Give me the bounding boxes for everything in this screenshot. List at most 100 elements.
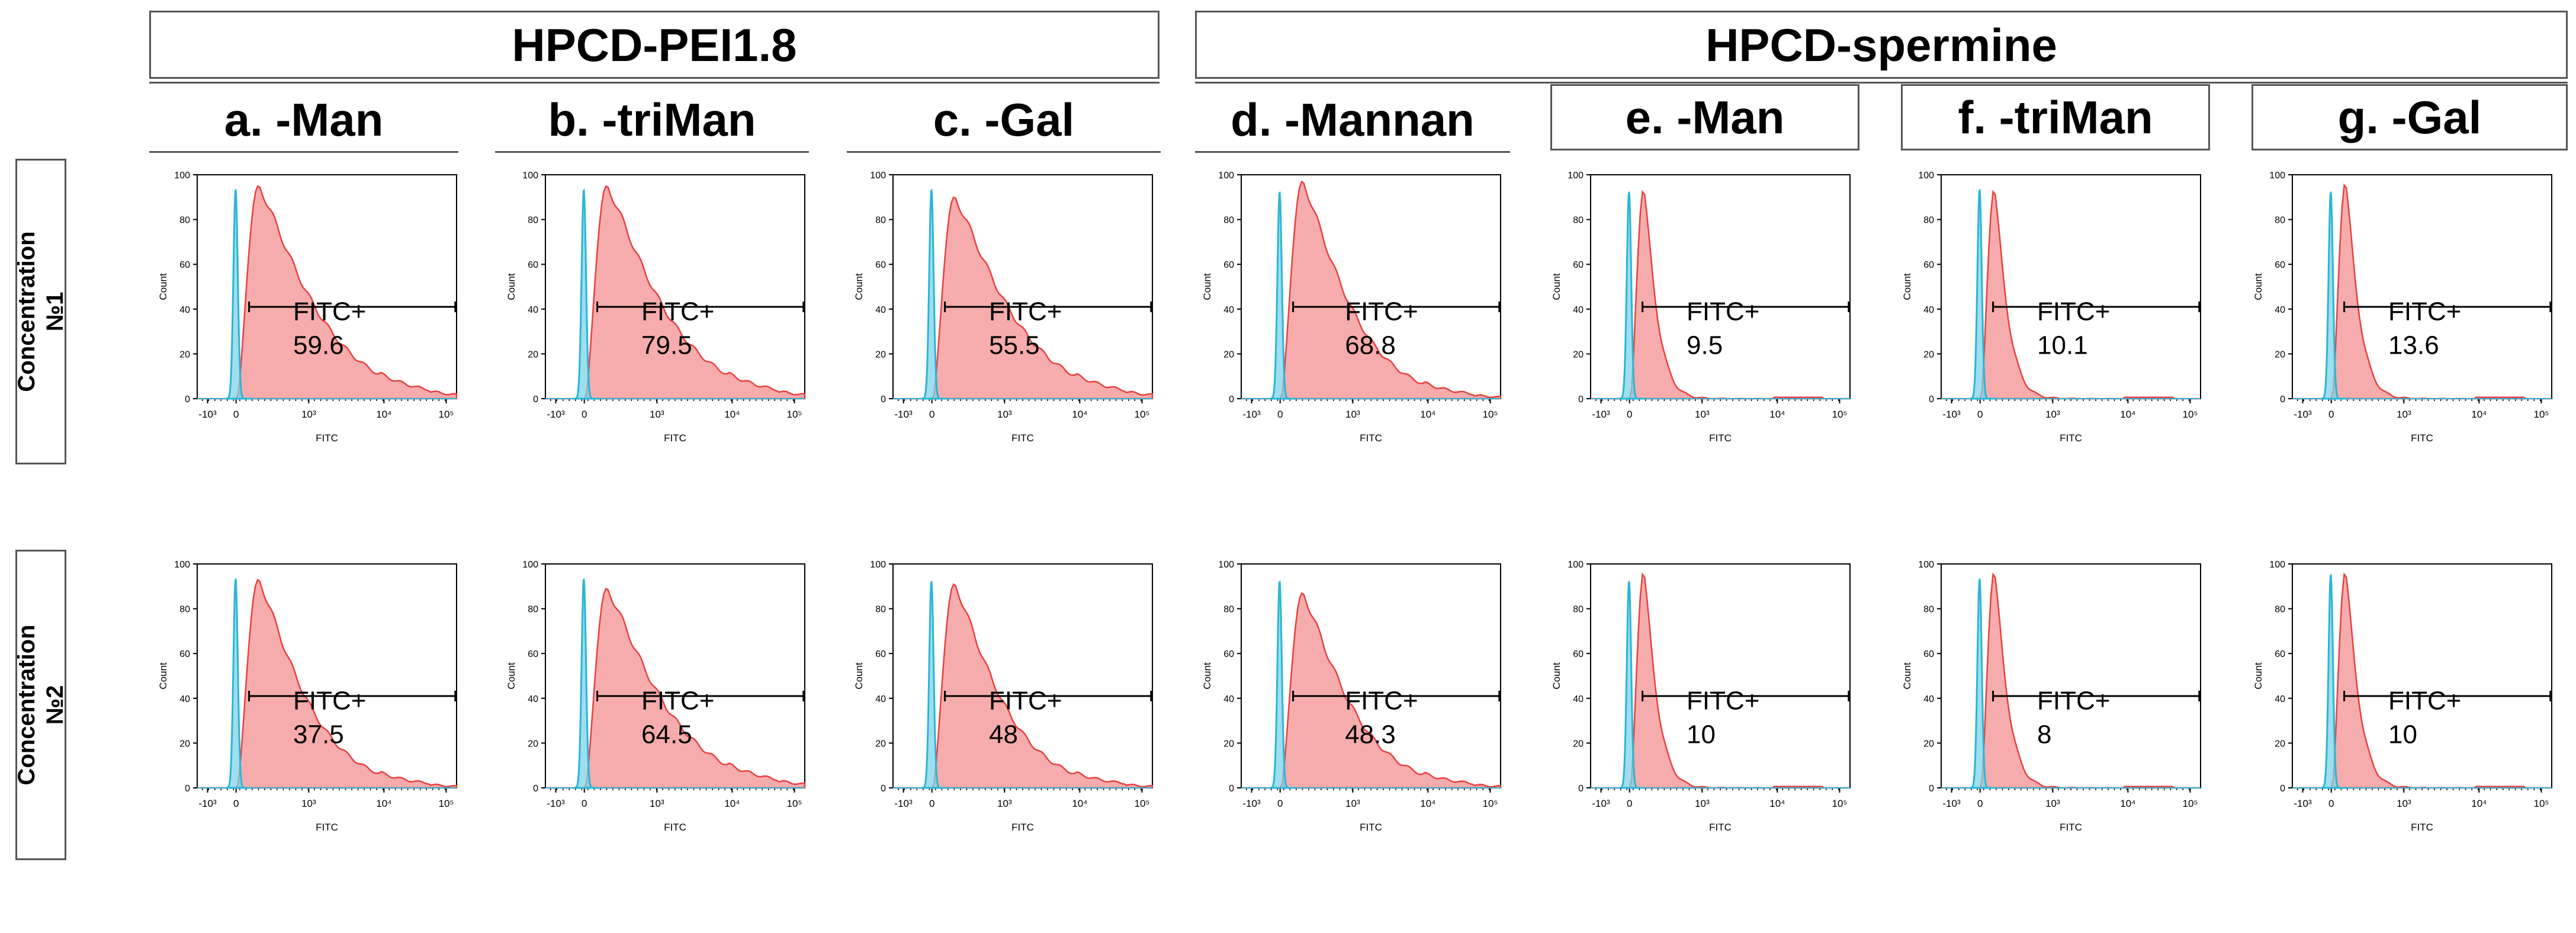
gate-label: FITC+	[2388, 687, 2461, 716]
fitc-positive-value: 10.1	[2037, 331, 2088, 360]
x-tick-label: 0	[2328, 798, 2334, 809]
x-tick-label: 0	[1977, 409, 1983, 420]
x-axis-label: FITC	[1011, 432, 1034, 444]
y-tick-label: 20	[528, 350, 538, 360]
y-tick-label: 0	[533, 395, 538, 405]
x-tick-label: 10⁵	[438, 798, 454, 809]
y-tick-label: 60	[1573, 260, 1583, 270]
x-tick-label: 10⁵	[1134, 798, 1149, 809]
histogram-panel-r1-a: 0 20 40 60 80 100 Count -10³ 0 10³ 10⁴ 10⁵ FITC FITC+…	[158, 171, 458, 444]
y-tick-label: 100	[1568, 171, 1583, 181]
gate-label: FITC+	[2037, 687, 2110, 716]
x-tick-label: -10³	[2294, 798, 2312, 809]
y-tick-label: 20	[1923, 350, 1934, 360]
y-axis-label: Count	[853, 273, 865, 300]
x-axis-label: FITC	[664, 822, 686, 833]
y-tick-label: 20	[2275, 739, 2285, 749]
fitc-positive-value: 79.5	[641, 331, 692, 360]
x-tick-label: 10⁴	[1420, 798, 1435, 809]
group-header-pei-rule	[149, 77, 1159, 84]
x-tick-label: 10⁴	[2471, 409, 2487, 420]
sample-histogram	[197, 578, 458, 789]
x-tick-label: 10³	[997, 798, 1012, 809]
column-title-f: f. -triMan	[1901, 84, 2210, 150]
histogram-panel-r2-c: 0 20 40 60 80 100 Count -10³ 0 10³ 10⁴ 10⁵ FITC FITC+…	[853, 560, 1154, 833]
y-tick-label: 100	[2269, 560, 2285, 570]
y-tick-label: 60	[875, 649, 886, 659]
gate-label: FITC+	[293, 297, 366, 326]
x-axis-label: FITC	[2411, 822, 2433, 833]
x-tick-label: 0	[929, 409, 934, 420]
x-tick-label: 10⁵	[2533, 409, 2549, 420]
x-tick-label: 0	[1277, 798, 1283, 809]
y-tick-label: 40	[179, 694, 190, 704]
column-title-a: a. -Man	[149, 89, 458, 153]
x-axis-label: FITC	[316, 822, 338, 833]
y-tick-label: 0	[881, 395, 886, 405]
y-tick-label: 20	[528, 739, 538, 749]
x-tick-label: 10⁵	[1832, 798, 1847, 809]
x-tick-label: 10⁴	[724, 409, 740, 420]
y-axis-label: Count	[2253, 273, 2264, 300]
y-tick-label: 60	[179, 649, 190, 659]
y-tick-label: 40	[1223, 694, 1234, 704]
x-tick-label: 10³	[997, 409, 1012, 420]
column-title-b: b. -triMan	[495, 89, 809, 153]
x-tick-label: 10⁵	[1482, 409, 1498, 420]
y-axis-label: Count	[1551, 662, 1562, 690]
y-tick-label: 40	[528, 694, 538, 704]
x-tick-label: 10⁴	[1072, 798, 1087, 809]
x-tick-label: 10⁴	[2120, 409, 2135, 420]
x-tick-label: 10⁴	[1769, 798, 1785, 809]
x-tick-label: 10⁵	[1482, 798, 1498, 809]
y-axis-label: Count	[2253, 662, 2264, 690]
x-tick-label: 0	[233, 409, 239, 420]
y-tick-label: 40	[528, 305, 538, 315]
y-tick-label: 60	[528, 260, 538, 270]
row-label-concentration-2: Concentration №2	[14, 550, 68, 860]
x-tick-label: 10³	[1345, 798, 1360, 809]
y-tick-label: 100	[1568, 560, 1583, 570]
y-tick-label: 40	[875, 305, 886, 315]
y-tick-label: 40	[1923, 305, 1934, 315]
sample-histogram	[893, 196, 1154, 400]
x-axis-label: FITC	[2411, 432, 2433, 444]
fitc-positive-value: 9.5	[1687, 331, 1723, 360]
sample-histogram	[545, 185, 806, 400]
y-tick-label: 80	[1573, 216, 1583, 226]
x-tick-label: 10⁵	[438, 409, 454, 420]
x-tick-label: 10⁴	[2120, 798, 2135, 809]
x-tick-label: 10⁴	[2471, 798, 2487, 809]
histogram-panel-r2-b: 0 20 40 60 80 100 Count -10³ 0 10³ 10⁴ 10⁵ FITC FITC+…	[506, 560, 806, 833]
fitc-positive-value: 8	[2037, 720, 2051, 749]
y-tick-label: 80	[1573, 605, 1583, 615]
y-tick-label: 0	[2280, 784, 2285, 794]
gate-label: FITC+	[641, 297, 714, 326]
y-axis-label: Count	[1551, 273, 1562, 300]
y-tick-label: 20	[179, 739, 190, 749]
x-tick-label: 10⁵	[1832, 409, 1847, 420]
sample-histogram	[1241, 180, 1502, 400]
x-tick-label: 0	[1627, 798, 1632, 809]
histogram-panel-r2-e: 0 20 40 60 80 100 Count -10³ 0 10³ 10⁴ 10⁵ FITC FITC+…	[1551, 560, 1851, 833]
x-tick-label: 10³	[650, 798, 664, 809]
x-tick-label: 10⁴	[1072, 409, 1087, 420]
x-tick-label: 0	[929, 798, 934, 809]
y-tick-label: 0	[1229, 784, 1234, 794]
x-tick-label: 10⁵	[2182, 798, 2198, 809]
x-tick-label: -10³	[198, 798, 217, 809]
histogram-panel-r2-a: 0 20 40 60 80 100 Count -10³ 0 10³ 10⁴ 10⁵ FITC FITC+…	[158, 560, 458, 833]
gate-label: FITC+	[989, 687, 1062, 716]
x-tick-label: 10³	[301, 798, 316, 809]
y-tick-label: 60	[2275, 260, 2285, 270]
y-tick-label: 0	[1229, 395, 1234, 405]
y-tick-label: 100	[1918, 560, 1934, 570]
y-tick-label: 100	[174, 560, 190, 570]
y-tick-label: 100	[870, 171, 886, 181]
x-tick-label: 10⁵	[2182, 409, 2198, 420]
x-axis-label: FITC	[316, 432, 338, 444]
y-tick-label: 80	[1923, 605, 1934, 615]
column-title-c: c. -Gal	[847, 89, 1161, 153]
fitc-positive-value: 48	[989, 720, 1018, 749]
